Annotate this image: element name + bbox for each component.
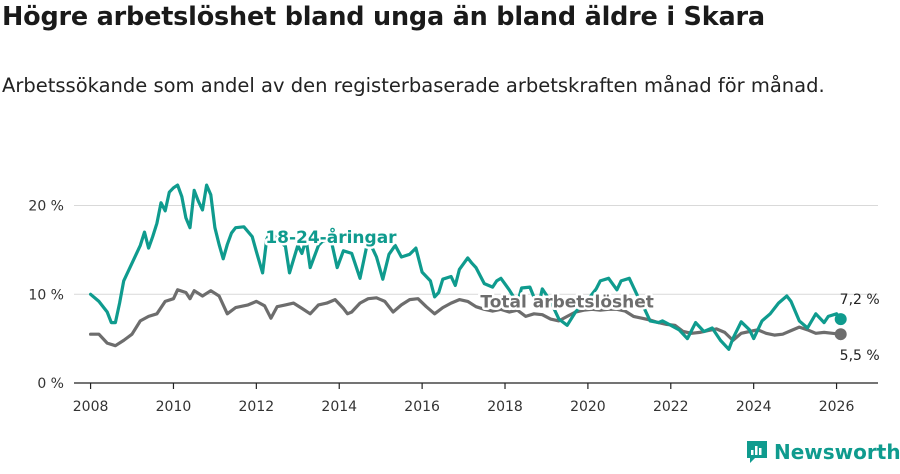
y-tick-label: 20 %	[28, 199, 64, 215]
series-lines	[89, 183, 847, 351]
chart-title: Högre arbetslöshet bland unga än bland ä…	[2, 2, 765, 32]
end-value-labels: 7,2 % 5,5 %	[840, 292, 880, 364]
end-label-total: 5,5 %	[840, 348, 880, 364]
brand-footer[interactable]: Newsworthy	[746, 440, 900, 464]
series-line-1	[89, 288, 843, 348]
x-tick-label: 2024	[736, 399, 772, 415]
x-tick-label: 2012	[239, 399, 275, 415]
series-end-point-0	[834, 313, 847, 326]
x-axis: 2008 2010 2012 2014 2016 2018 2020 2022 2024 2026	[73, 382, 878, 415]
x-tick-label: 2020	[570, 399, 606, 415]
series-annotations: 18-24-åringar Total arbetslöshet	[263, 223, 657, 315]
series-annotation-1: Total arbetslöshet	[480, 293, 654, 313]
newsworthy-logo-icon	[747, 441, 767, 463]
gridlines	[74, 205, 878, 295]
x-tick-label: 2018	[487, 399, 523, 415]
x-tick-label: 2016	[404, 399, 440, 415]
y-tick-label: 0 %	[37, 376, 64, 392]
series-line-0	[89, 183, 843, 351]
end-label-youth: 7,2 %	[840, 292, 880, 308]
x-tick-label: 2010	[156, 399, 192, 415]
series-annotation-0: 18-24-åringar	[265, 226, 397, 248]
x-tick-label: 2026	[819, 399, 855, 415]
x-tick-label: 2022	[653, 399, 689, 415]
y-axis-ticks: 0 % 10 % 20 %	[28, 199, 64, 393]
y-tick-label: 10 %	[28, 287, 64, 303]
series-end-point-1	[834, 328, 847, 341]
x-tick-label: 2014	[321, 399, 357, 415]
brand-name: Newsworthy	[774, 440, 900, 464]
x-tick-label: 2008	[73, 399, 109, 415]
chart-subtitle: Arbetssökande som andel av den registerb…	[2, 74, 825, 97]
